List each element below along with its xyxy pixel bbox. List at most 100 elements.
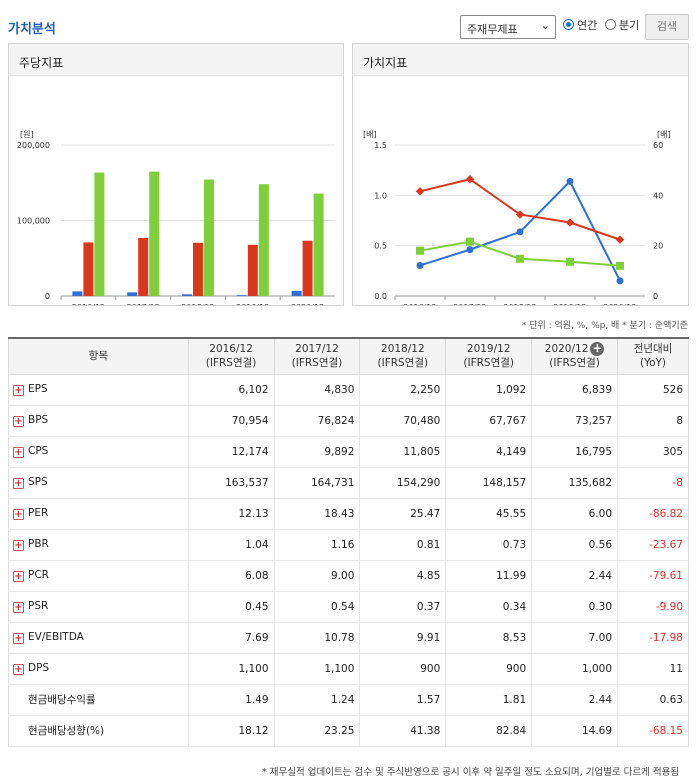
header-col-2019: 2019/12 (IFRS연결) bbox=[445, 337, 533, 375]
bar-bps bbox=[138, 237, 149, 296]
point-pbr bbox=[565, 218, 575, 227]
table-cell: 6,839 bbox=[531, 374, 619, 406]
plus-box-icon[interactable]: + bbox=[13, 540, 24, 551]
row-label[interactable]: + SPS bbox=[8, 467, 189, 499]
statement-select[interactable]: 주재무제표 ⌄ bbox=[460, 15, 556, 39]
point-per bbox=[566, 177, 574, 185]
row-label[interactable]: + PBR bbox=[8, 529, 189, 561]
table-cell: 0.45 bbox=[188, 591, 275, 623]
chevron-down-icon: ⌄ bbox=[540, 19, 550, 32]
table-cell: 18.43 bbox=[274, 498, 361, 530]
x-tick-label: 2016/12 bbox=[403, 303, 436, 305]
table-cell: 67,767 bbox=[445, 405, 533, 437]
yoy-cell: 305 bbox=[617, 436, 689, 468]
plus-box-icon[interactable]: + bbox=[13, 416, 24, 427]
point-psr bbox=[516, 254, 524, 263]
row-label-text: PBR bbox=[28, 538, 49, 550]
x-tick-label: 2017/12 bbox=[453, 303, 486, 305]
table-cell: 163,537 bbox=[188, 467, 275, 499]
y-right-tick-label: 40 bbox=[653, 191, 663, 200]
plus-box-icon[interactable]: + bbox=[13, 385, 24, 396]
plus-box-icon[interactable]: + bbox=[13, 509, 24, 520]
table-row: + PCR 6.08 9.00 4.85 11.99 2.44 -79.61 bbox=[8, 560, 689, 592]
plus-box-icon[interactable]: + bbox=[13, 633, 24, 644]
table-cell: 1.24 bbox=[274, 684, 361, 716]
yoy-cell: 11 bbox=[617, 653, 689, 685]
row-label[interactable]: + BPS bbox=[8, 405, 189, 437]
circle-plus-icon[interactable]: + bbox=[590, 341, 605, 357]
row-label[interactable]: + DPS bbox=[8, 653, 189, 685]
row-label-text: EPS bbox=[28, 383, 48, 395]
row-label[interactable]: + PCR bbox=[8, 560, 189, 592]
table-cell: 1,100 bbox=[274, 653, 361, 685]
row-label[interactable]: + CPS bbox=[8, 436, 189, 468]
row-label-text: 현금배당수익률 bbox=[28, 694, 96, 706]
table-cell: 0.34 bbox=[445, 591, 533, 623]
radio-annual[interactable]: 연간 bbox=[563, 17, 597, 33]
search-button[interactable]: 검색 bbox=[645, 14, 689, 40]
bar-sps bbox=[313, 193, 324, 296]
table-cell: 1.49 bbox=[188, 684, 275, 716]
per-share-panel: 주당지표 [원] 0 100,000 200,000 2016/12 2017/12 201… bbox=[8, 43, 344, 306]
row-label[interactable]: + PSR bbox=[8, 591, 189, 623]
row-label-text: DPS bbox=[28, 662, 50, 674]
point-per bbox=[516, 228, 524, 236]
point-psr bbox=[466, 237, 474, 246]
table-cell: 12,174 bbox=[188, 436, 275, 468]
point-psr bbox=[616, 261, 624, 270]
table-cell: 7.69 bbox=[188, 622, 275, 654]
y-left-tick-label: 0.5 bbox=[374, 242, 387, 251]
bar-eps bbox=[72, 291, 83, 296]
radio-quarter-label: 분기 bbox=[619, 19, 640, 32]
bar-sps bbox=[204, 179, 214, 296]
table-cell: 70,954 bbox=[188, 405, 275, 437]
radio-quarter[interactable]: 분기 bbox=[605, 17, 639, 33]
plus-box-icon[interactable]: + bbox=[13, 664, 24, 675]
statement-select-value: 주재무제표 bbox=[467, 23, 518, 36]
plus-box-icon[interactable]: + bbox=[13, 478, 24, 489]
y-left-tick-label: 1.0 bbox=[374, 191, 387, 200]
table-cell: 41.38 bbox=[359, 715, 447, 747]
y-tick-label: 100,000 bbox=[17, 217, 50, 226]
row-label: 현금배당수익률 bbox=[8, 684, 189, 716]
table-cell: 11.99 bbox=[445, 560, 533, 592]
yoy-cell: -17.98 bbox=[617, 622, 689, 654]
yoy-cell: 8 bbox=[617, 405, 689, 437]
table-cell: 4,830 bbox=[274, 374, 361, 406]
table-cell: 76,824 bbox=[274, 405, 361, 437]
table-cell: 900 bbox=[359, 653, 447, 685]
table-cell: 8.53 bbox=[445, 622, 533, 654]
table-cell: 1.81 bbox=[445, 684, 533, 716]
header-col-2018: 2018/12 (IFRS연결) bbox=[359, 337, 447, 375]
table-cell: 6.08 bbox=[188, 560, 275, 592]
header-yoy: 전년대비 (YoY) bbox=[617, 337, 689, 375]
bar-bps bbox=[302, 240, 313, 296]
table-cell: 12.13 bbox=[188, 498, 275, 530]
plus-box-icon[interactable]: + bbox=[13, 447, 24, 458]
table-cell: 1,092 bbox=[445, 374, 533, 406]
row-label[interactable]: + EPS bbox=[8, 374, 189, 406]
yoy-cell: 0.63 bbox=[617, 684, 689, 716]
bar-sps bbox=[258, 184, 269, 296]
y-left-tick-label: 0.0 bbox=[374, 292, 387, 301]
table-cell: 9,892 bbox=[274, 436, 361, 468]
x-tick-label: 2019/12 bbox=[236, 303, 269, 305]
table-cell: 900 bbox=[445, 653, 533, 685]
row-label[interactable]: + EV/EBITDA bbox=[8, 622, 189, 654]
plus-box-icon[interactable]: + bbox=[13, 602, 24, 613]
y-axis-label: [원] bbox=[20, 130, 34, 139]
row-label-text: SPS bbox=[28, 476, 48, 488]
valuation-panel-title: 가치지표 bbox=[353, 44, 688, 76]
row-label[interactable]: + PER bbox=[8, 498, 189, 530]
table-cell: 1.16 bbox=[274, 529, 361, 561]
point-psr bbox=[566, 257, 574, 266]
plus-box-icon[interactable]: + bbox=[13, 571, 24, 582]
unit-note: * 단위 : 억원, %, %p, 배 * 분기 : 순액기준 bbox=[521, 321, 688, 331]
section-title: 가치분석 bbox=[8, 22, 56, 37]
radio-quarter-indicator bbox=[605, 19, 616, 30]
table-cell: 14.69 bbox=[531, 715, 619, 747]
table-cell: 1,000 bbox=[531, 653, 619, 685]
table-cell: 1.57 bbox=[359, 684, 447, 716]
point-pbr bbox=[615, 235, 625, 244]
table-row: + DPS 1,100 1,100 900 900 1,000 11 bbox=[8, 653, 689, 685]
